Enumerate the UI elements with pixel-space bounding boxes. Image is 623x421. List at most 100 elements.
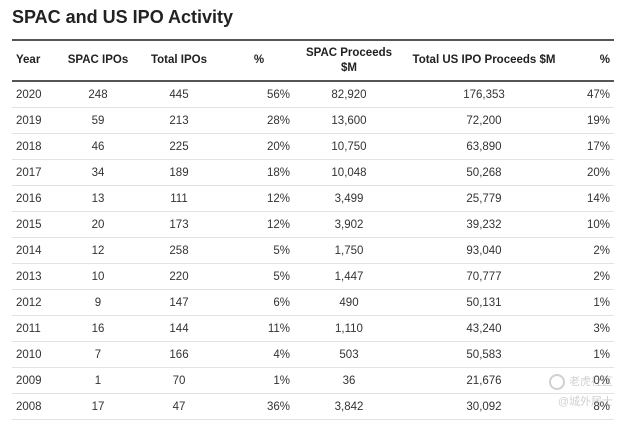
cell-total-proceeds: 50,583 [404,341,564,368]
cell-spac-proceeds: 3,499 [294,185,404,212]
cell-total-proceeds: 72,200 [404,107,564,134]
col-header-year: Year [12,39,62,82]
col-header-spac-proceeds: SPAC Proceeds $M [294,39,404,82]
cell-total-proceeds: 50,131 [404,289,564,316]
cell-total-ipos: 147 [134,289,224,316]
cell-year: 2018 [12,133,62,160]
cell-spac-proceeds: 3,902 [294,211,404,238]
cell-spac-ipo-pct: 11% [224,315,294,342]
table-header-row: Year SPAC IPOs Total IPOs % SPAC Proceed… [12,39,614,82]
cell-spac-ipos: 12 [62,237,134,264]
table-row: 2012 9 147 6% 490 50,131 1% [12,289,614,316]
cell-spac-proceeds: 503 [294,341,404,368]
cell-proceeds-pct: 20% [564,159,614,186]
cell-total-ipos: 445 [134,81,224,108]
cell-total-ipos: 173 [134,211,224,238]
col-header-total-proceeds: Total US IPO Proceeds $M [404,39,564,82]
cell-total-proceeds: 39,232 [404,211,564,238]
cell-spac-ipo-pct: 56% [224,81,294,108]
cell-year: 2008 [12,393,62,420]
cell-proceeds-pct: 0% [564,367,614,394]
cell-proceeds-pct: 1% [564,341,614,368]
cell-total-proceeds: 25,779 [404,185,564,212]
cell-spac-ipos: 46 [62,133,134,160]
cell-total-proceeds: 43,240 [404,315,564,342]
col-header-total-ipos: Total IPOs [134,39,224,82]
cell-spac-proceeds: 3,842 [294,393,404,420]
table-row: 2019 59 213 28% 13,600 72,200 19% [12,107,614,134]
table-row: 2017 34 189 18% 10,048 50,268 20% [12,159,614,186]
cell-spac-proceeds: 82,920 [294,81,404,108]
table-row: 2016 13 111 12% 3,499 25,779 14% [12,185,614,212]
cell-spac-ipo-pct: 28% [224,107,294,134]
cell-total-ipos: 213 [134,107,224,134]
cell-total-ipos: 166 [134,341,224,368]
cell-spac-ipos: 20 [62,211,134,238]
cell-year: 2017 [12,159,62,186]
cell-year: 2013 [12,263,62,290]
cell-spac-ipo-pct: 18% [224,159,294,186]
cell-spac-ipo-pct: 5% [224,263,294,290]
cell-spac-ipos: 9 [62,289,134,316]
table-body: 2020 248 445 56% 82,920 176,353 47% 2019 59 213 28… [12,81,614,420]
cell-total-ipos: 225 [134,133,224,160]
cell-proceeds-pct: 1% [564,289,614,316]
page-title: SPAC and US IPO Activity [12,7,234,27]
cell-spac-ipo-pct: 36% [224,393,294,420]
cell-spac-proceeds: 1,110 [294,315,404,342]
col-header-spac-ipo-pct: % [224,39,294,82]
table-row: 2013 10 220 5% 1,447 70,777 2% [12,263,614,290]
cell-spac-ipo-pct: 12% [224,211,294,238]
cell-proceeds-pct: 14% [564,185,614,212]
cell-year: 2015 [12,211,62,238]
cell-total-ipos: 70 [134,367,224,394]
cell-total-proceeds: 70,777 [404,263,564,290]
cell-spac-ipos: 16 [62,315,134,342]
cell-spac-ipo-pct: 5% [224,237,294,264]
cell-proceeds-pct: 2% [564,263,614,290]
cell-spac-ipos: 17 [62,393,134,420]
cell-spac-proceeds: 10,048 [294,159,404,186]
cell-total-ipos: 111 [134,185,224,212]
cell-total-proceeds: 176,353 [404,81,564,108]
cell-year: 2010 [12,341,62,368]
cell-spac-proceeds: 490 [294,289,404,316]
table-row: 2010 7 166 4% 503 50,583 1% [12,341,614,368]
cell-year: 2019 [12,107,62,134]
cell-total-ipos: 47 [134,393,224,420]
cell-spac-proceeds: 1,750 [294,237,404,264]
cell-spac-proceeds: 1,447 [294,263,404,290]
cell-spac-ipo-pct: 20% [224,133,294,160]
cell-total-proceeds: 93,040 [404,237,564,264]
cell-proceeds-pct: 2% [564,237,614,264]
cell-year: 2012 [12,289,62,316]
col-header-spac-ipos: SPAC IPOs [62,39,134,82]
cell-year: 2014 [12,237,62,264]
cell-total-proceeds: 63,890 [404,133,564,160]
cell-total-ipos: 220 [134,263,224,290]
cell-spac-ipos: 1 [62,367,134,394]
table-row: 2009 1 70 1% 36 21,676 0% [12,367,614,394]
cell-proceeds-pct: 8% [564,393,614,420]
cell-proceeds-pct: 47% [564,81,614,108]
cell-spac-proceeds: 36 [294,367,404,394]
cell-spac-proceeds: 13,600 [294,107,404,134]
table-row: 2015 20 173 12% 3,902 39,232 10% [12,211,614,238]
cell-year: 2011 [12,315,62,342]
table-row: 2020 248 445 56% 82,920 176,353 47% [12,81,614,108]
cell-proceeds-pct: 3% [564,315,614,342]
cell-spac-ipos: 59 [62,107,134,134]
table-row: 2014 12 258 5% 1,750 93,040 2% [12,237,614,264]
cell-year: 2016 [12,185,62,212]
table-row: 2008 17 47 36% 3,842 30,092 8% [12,393,614,420]
cell-total-proceeds: 50,268 [404,159,564,186]
cell-spac-proceeds: 10,750 [294,133,404,160]
cell-spac-ipo-pct: 4% [224,341,294,368]
cell-spac-ipo-pct: 12% [224,185,294,212]
table-row: 2018 46 225 20% 10,750 63,890 17% [12,133,614,160]
cell-total-ipos: 189 [134,159,224,186]
spac-ipo-table: Year SPAC IPOs Total IPOs % SPAC Proceed… [12,39,614,420]
cell-spac-ipos: 13 [62,185,134,212]
cell-spac-ipos: 7 [62,341,134,368]
col-header-proceeds-pct: % [564,39,614,82]
